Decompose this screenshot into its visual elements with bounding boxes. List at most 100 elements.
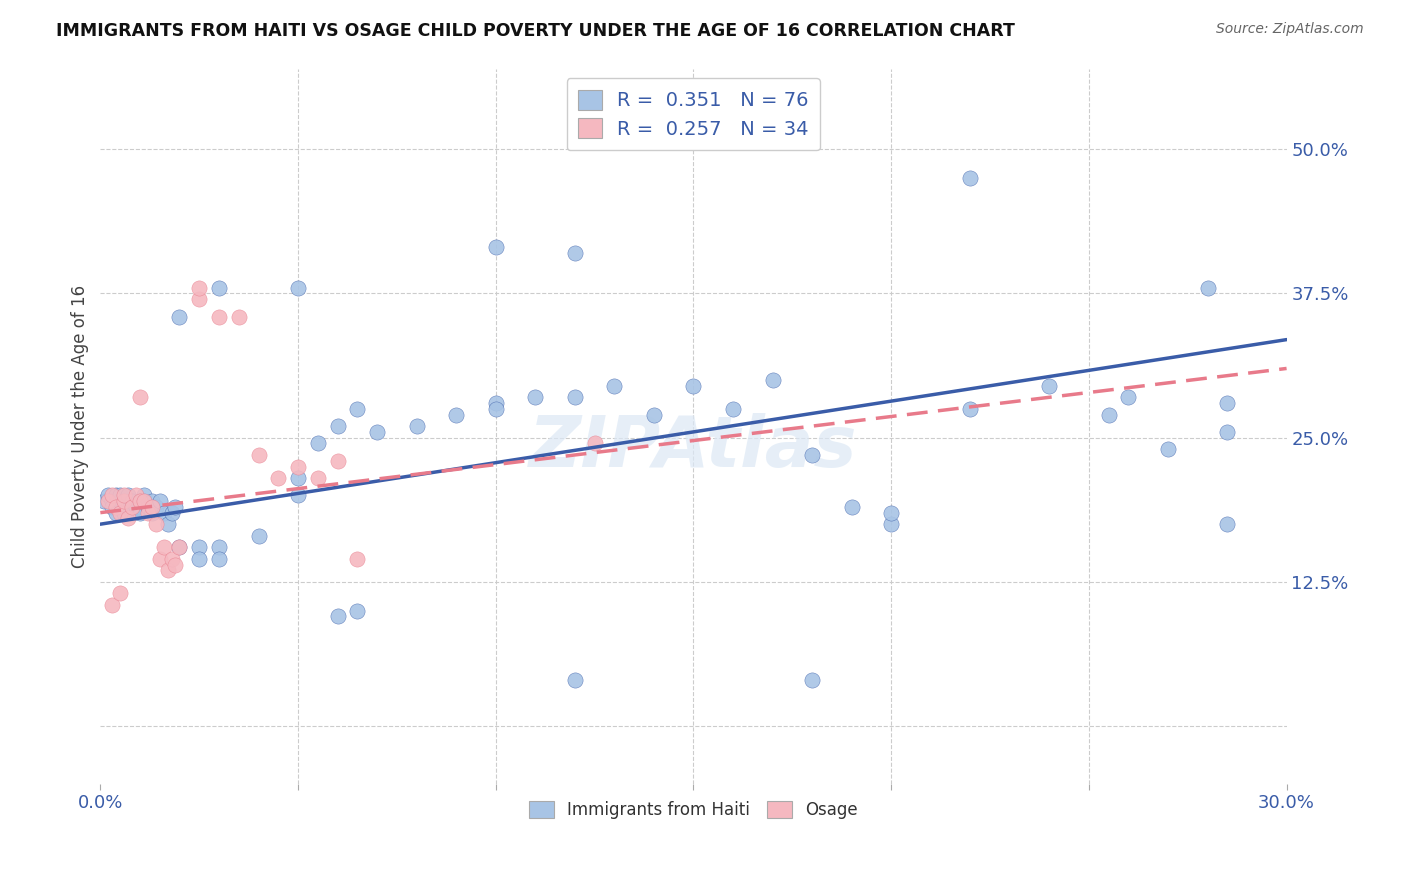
Point bbox=[721, 401, 744, 416]
Point bbox=[132, 494, 155, 508]
Point bbox=[880, 506, 903, 520]
Point bbox=[603, 378, 626, 392]
Point bbox=[136, 506, 159, 520]
Point bbox=[125, 488, 148, 502]
Point bbox=[346, 401, 368, 416]
Point bbox=[169, 541, 191, 555]
Point bbox=[287, 488, 309, 502]
Point bbox=[485, 401, 508, 416]
Point bbox=[485, 240, 508, 254]
Point bbox=[108, 494, 131, 508]
Point bbox=[326, 609, 349, 624]
Text: Source: ZipAtlas.com: Source: ZipAtlas.com bbox=[1216, 22, 1364, 37]
Point bbox=[152, 506, 174, 520]
Point bbox=[149, 494, 172, 508]
Point bbox=[169, 310, 191, 324]
Point bbox=[117, 488, 139, 502]
Point bbox=[112, 494, 135, 508]
Point bbox=[1216, 517, 1239, 532]
Point bbox=[346, 604, 368, 618]
Point bbox=[959, 171, 981, 186]
Point bbox=[1098, 408, 1121, 422]
Point bbox=[326, 454, 349, 468]
Point bbox=[112, 506, 135, 520]
Point bbox=[801, 448, 824, 462]
Point bbox=[169, 541, 191, 555]
Point bbox=[1216, 425, 1239, 439]
Point bbox=[132, 494, 155, 508]
Point bbox=[160, 551, 183, 566]
Point bbox=[105, 488, 128, 502]
Point bbox=[188, 541, 211, 555]
Point bbox=[1157, 442, 1180, 457]
Point bbox=[128, 494, 150, 508]
Point bbox=[405, 419, 427, 434]
Point bbox=[141, 494, 163, 508]
Point bbox=[841, 500, 863, 514]
Point bbox=[880, 517, 903, 532]
Point bbox=[307, 471, 329, 485]
Point bbox=[108, 506, 131, 520]
Point bbox=[117, 500, 139, 514]
Point bbox=[121, 506, 143, 520]
Point bbox=[165, 558, 187, 572]
Point bbox=[156, 517, 179, 532]
Point bbox=[267, 471, 290, 485]
Point bbox=[188, 281, 211, 295]
Point bbox=[165, 500, 187, 514]
Point bbox=[247, 529, 270, 543]
Point bbox=[160, 506, 183, 520]
Point bbox=[132, 488, 155, 502]
Point bbox=[128, 506, 150, 520]
Point bbox=[444, 408, 467, 422]
Point bbox=[117, 511, 139, 525]
Text: IMMIGRANTS FROM HAITI VS OSAGE CHILD POVERTY UNDER THE AGE OF 16 CORRELATION CHA: IMMIGRANTS FROM HAITI VS OSAGE CHILD POV… bbox=[56, 22, 1015, 40]
Point bbox=[101, 494, 124, 508]
Point bbox=[101, 598, 124, 612]
Point bbox=[105, 506, 128, 520]
Point bbox=[485, 396, 508, 410]
Point bbox=[287, 471, 309, 485]
Point bbox=[208, 551, 231, 566]
Point bbox=[366, 425, 388, 439]
Point bbox=[247, 448, 270, 462]
Point bbox=[208, 281, 231, 295]
Point bbox=[112, 488, 135, 502]
Point bbox=[97, 494, 120, 508]
Point bbox=[1197, 281, 1219, 295]
Point bbox=[959, 401, 981, 416]
Point bbox=[108, 586, 131, 600]
Point bbox=[307, 436, 329, 450]
Point bbox=[188, 292, 211, 306]
Y-axis label: Child Poverty Under the Age of 16: Child Poverty Under the Age of 16 bbox=[72, 285, 89, 567]
Point bbox=[141, 506, 163, 520]
Legend: Immigrants from Haiti, Osage: Immigrants from Haiti, Osage bbox=[523, 794, 865, 825]
Point bbox=[152, 541, 174, 555]
Point bbox=[326, 419, 349, 434]
Point bbox=[208, 541, 231, 555]
Point bbox=[101, 488, 124, 502]
Point bbox=[1118, 390, 1140, 404]
Point bbox=[149, 551, 172, 566]
Point bbox=[564, 673, 586, 687]
Point bbox=[145, 500, 167, 514]
Point bbox=[761, 373, 783, 387]
Point bbox=[128, 500, 150, 514]
Point bbox=[1216, 396, 1239, 410]
Point bbox=[125, 500, 148, 514]
Point bbox=[112, 494, 135, 508]
Point bbox=[101, 500, 124, 514]
Point bbox=[188, 551, 211, 566]
Point bbox=[564, 246, 586, 260]
Point bbox=[128, 390, 150, 404]
Point bbox=[346, 551, 368, 566]
Point bbox=[105, 500, 128, 514]
Point bbox=[524, 390, 547, 404]
Point bbox=[108, 488, 131, 502]
Point bbox=[682, 378, 704, 392]
Point bbox=[287, 459, 309, 474]
Point bbox=[1038, 378, 1060, 392]
Point bbox=[93, 494, 115, 508]
Point bbox=[287, 281, 309, 295]
Point bbox=[136, 500, 159, 514]
